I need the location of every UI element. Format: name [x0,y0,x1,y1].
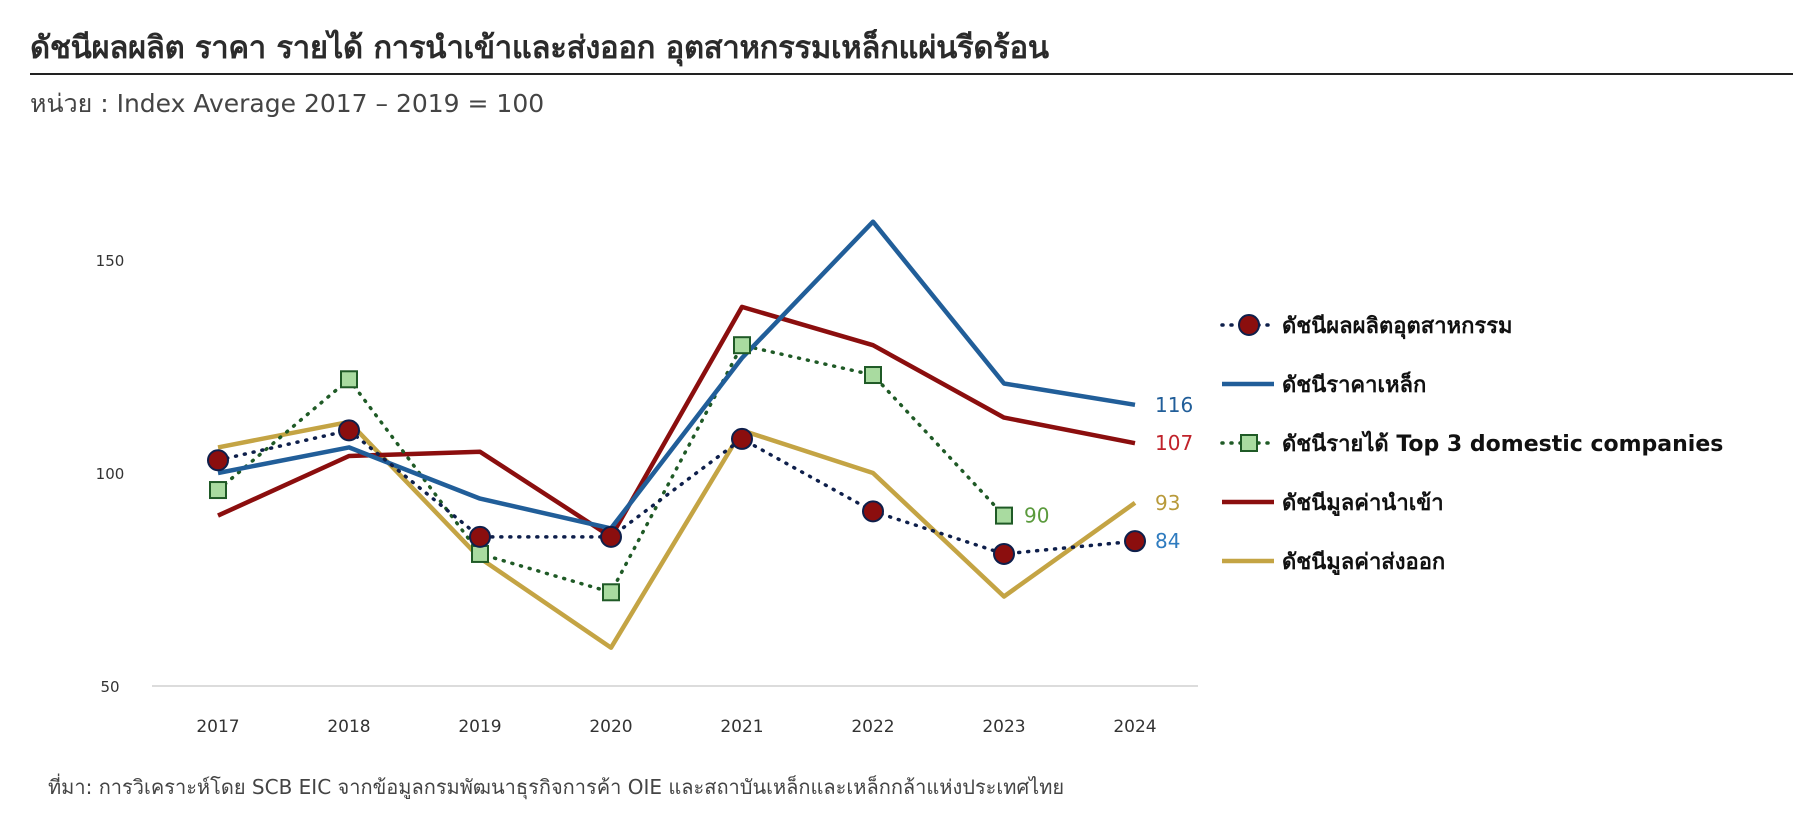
data-point-square [602,583,620,602]
x-tick-label: 2019 [458,717,501,737]
y-tick-label: 50 [100,678,119,696]
end-value-label: 116 [1155,393,1193,417]
legend-item: ดัชนีรายได้ Top 3 domestic companies [1220,430,1723,457]
end-value-label: 107 [1155,431,1193,455]
title-divider [30,73,1793,75]
data-point-square [995,506,1013,525]
y-tick-label: 100 [96,465,125,483]
data-point-circle [207,449,229,472]
chart-title: ดัชนีผลผลิต ราคา รายได้ การนำเข้าและส่งอ… [30,30,1049,66]
data-point-circle [469,525,491,548]
x-tick-label: 2022 [851,717,894,737]
end-value-label: 93 [1155,491,1180,515]
data-point-circle [862,500,884,523]
data-point-square [340,370,358,389]
legend-label: ดัชนีรายได้ Top 3 domestic companies [1282,430,1723,457]
x-tick-label: 2021 [720,717,763,737]
legend-label: ดัชนีราคาเหล็ก [1282,370,1426,398]
line-chart: 50 100 150 2017 2018 2019 2020 2021 2022 2023 2024… [96,219,1723,737]
data-point-circle [1124,530,1146,553]
x-tick-label: 2020 [589,717,632,737]
data-point-square [733,336,751,355]
chart-subtitle: หน่วย : Index Average 2017 – 2019 = 100 [30,89,545,118]
data-point-circle [731,427,753,450]
legend-label: ดัชนีมูลค่านำเข้า [1282,491,1444,517]
legend-item: ดัชนีผลผลิตอุตสาหกรรม [1220,314,1513,340]
series-line-1 [217,219,1136,531]
legend-swatch-marker [1240,434,1258,452]
data-point-square [471,544,489,563]
x-tick-label: 2024 [1113,717,1156,737]
legend-item: ดัชนีราคาเหล็ก [1222,370,1426,398]
data-point-square [864,366,882,385]
x-tick-label: 2017 [196,717,239,737]
series-line-0 [216,428,1137,556]
source-note: ที่มา: การวิเคราะห์โดย SCB EIC จากข้อมูล… [48,775,1065,799]
data-point-circle [993,542,1015,565]
x-tick-label: 2018 [327,717,370,737]
legend-label: ดัชนีผลผลิตอุตสาหกรรม [1282,314,1513,340]
data-point-square [209,481,227,500]
data-point-circle [600,525,622,548]
y-tick-label: 150 [96,252,125,270]
legend-swatch-marker [1238,314,1260,336]
x-tick-label: 2023 [982,717,1025,737]
end-value-label: 84 [1155,529,1180,553]
series-line-2 [216,343,1006,595]
series-line-4 [217,419,1137,650]
legend-item: ดัชนีมูลค่าส่งออก [1222,550,1445,576]
end-value-label: 90 [1024,504,1049,528]
legend-item: ดัชนีมูลค่านำเข้า [1222,491,1444,517]
data-point-circle [338,419,360,442]
legend-label: ดัชนีมูลค่าส่งออก [1282,550,1445,576]
